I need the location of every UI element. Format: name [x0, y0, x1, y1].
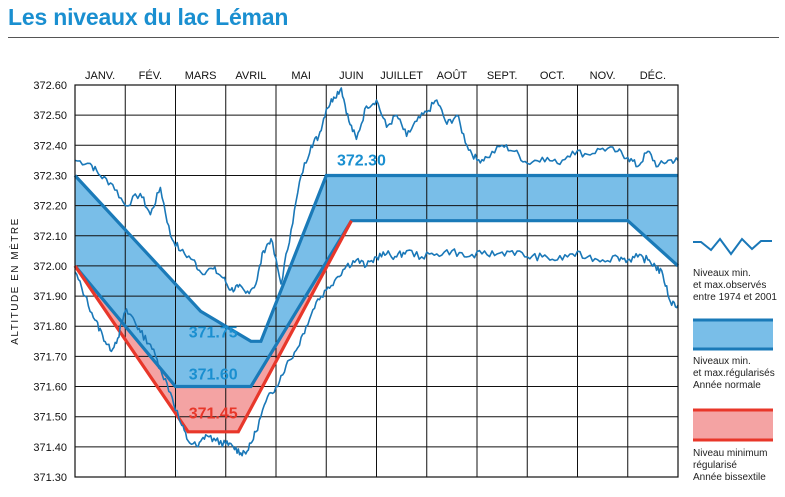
leap-year-band: [75, 220, 352, 432]
month-label: MAI: [291, 70, 311, 82]
value-annotation: 371.75: [189, 324, 238, 341]
month-label: FÉV.: [139, 69, 162, 82]
legend-regulated-label: Niveaux min. et max.régularisés Année no…: [693, 356, 775, 391]
value-annotation: 371.60: [189, 366, 238, 383]
month-label: DÉC.: [640, 69, 666, 82]
chart-title: Les niveaux du lac Léman: [8, 4, 289, 30]
y-tick-label: 372.20: [33, 201, 67, 213]
legend-leap-swatch: [693, 410, 773, 440]
y-tick-label: 372.50: [33, 110, 67, 122]
y-tick-label: 371.30: [33, 472, 67, 484]
y-tick-label: 372.30: [33, 170, 67, 182]
month-label: NOV.: [590, 70, 616, 82]
y-tick-label: 372.40: [33, 140, 67, 152]
legend-leap-label: Niveau minimum régularisé Année bissexti…: [693, 448, 768, 483]
y-tick-label: 371.70: [33, 351, 67, 363]
leap-min-line: [73, 219, 353, 434]
plot-frame: [74, 84, 679, 478]
y-tick-label: 371.60: [33, 382, 67, 394]
regulated-min-line: [73, 219, 680, 389]
regulated-max-line: [73, 173, 678, 343]
month-label: JUIN: [339, 70, 364, 82]
title-divider: [8, 37, 779, 38]
month-label: AVRIL: [235, 70, 266, 82]
y-tick-label: 371.90: [33, 291, 67, 303]
month-label: JUILLET: [380, 70, 423, 82]
month-label: JANV.: [85, 70, 115, 82]
y-tick-label: 371.40: [33, 442, 67, 454]
y-axis-label: ALTITUDE EN MÈTRE: [8, 217, 21, 345]
month-label: SEPT.: [487, 70, 518, 82]
month-label: MARS: [185, 70, 217, 82]
y-tick-label: 372.10: [33, 231, 67, 243]
value-annotation: 371.45: [189, 406, 238, 423]
observed-max-line: [74, 87, 679, 295]
y-tick-label: 371.50: [33, 412, 67, 424]
observed-min-line: [74, 248, 679, 457]
legend-regulated-swatch: [693, 320, 773, 349]
legend-observed-swatch: [693, 237, 772, 256]
y-tick-label: 371.80: [33, 321, 67, 333]
y-tick-label: 372.00: [33, 261, 67, 273]
y-tick-label: 372.60: [33, 80, 67, 92]
value-annotation: 372.30: [337, 152, 386, 169]
month-label: AOÛT: [437, 69, 468, 82]
legend-observed-label: Niveaux min. et max.observés entre 1974 …: [693, 268, 777, 303]
month-label: OCT.: [540, 70, 565, 82]
